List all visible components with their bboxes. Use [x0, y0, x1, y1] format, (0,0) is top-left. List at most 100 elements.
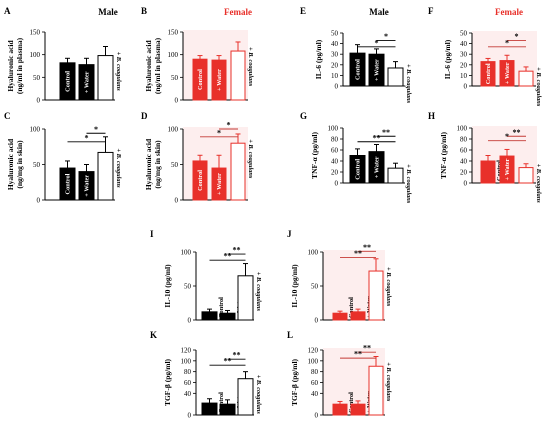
category-label: Control	[65, 71, 72, 92]
category-label: + B. coagulans	[405, 64, 412, 104]
significance-stars: *	[85, 133, 89, 142]
y-axis-label: TGF-β (pg/ml)	[290, 358, 299, 406]
y-tick-label: 80	[311, 368, 319, 376]
y-tick-label: 40	[460, 40, 468, 48]
significance-stars: *	[227, 121, 231, 130]
category-label: + Water	[216, 69, 223, 91]
bar-control	[480, 160, 496, 184]
y-tick-label: 120	[308, 347, 319, 355]
y-tick-label: 0	[335, 180, 339, 188]
category-label: + Water	[84, 175, 91, 197]
panel-f: F Female 0 10 20 30 40 50 IL-6 (pg/ml) Control + W…	[428, 6, 542, 107]
bar-b-coagulans	[237, 275, 254, 321]
y-tick-label: 80	[460, 136, 468, 144]
y-tick-label: 50	[184, 283, 192, 291]
category-label: + Water	[504, 158, 511, 180]
y-axis-label: Hyaluronic acid	[144, 40, 153, 92]
significance-stars: **	[354, 249, 362, 258]
y-axis-label: TNF-α (pg/ml)	[439, 132, 448, 179]
bar-water	[219, 312, 236, 321]
category-label: + B. coagulans	[535, 67, 542, 107]
y-axis-label: IL-10 (pg/ml)	[163, 264, 172, 308]
bar-water	[219, 403, 236, 416]
bar-b-coagulans	[368, 365, 384, 416]
y-tick-label: 20	[331, 169, 339, 177]
y-tick-label: 20	[460, 61, 468, 69]
y-tick-label: 10	[460, 72, 468, 80]
category-label: + Water	[84, 71, 91, 93]
category-label: + B. coagulans	[115, 148, 122, 188]
bar-b-coagulans	[368, 270, 384, 321]
bar-water	[350, 311, 366, 321]
panel-c: C 0 50 100 Hyaluronic acid (ng/mg in skin) Con…	[4, 111, 122, 205]
category-label: + B. coagulans	[535, 164, 542, 204]
significance-stars: *	[515, 32, 519, 41]
category-label: Control	[485, 63, 492, 84]
panel-title: Male	[98, 7, 118, 17]
category-label: Control	[355, 59, 362, 80]
y-axis-label: Hyaluronic acid	[6, 40, 15, 92]
y-tick-label: 30	[331, 51, 339, 59]
significance-stars: **	[363, 344, 371, 353]
y-axis-label: TNF-α (pg/ml)	[310, 132, 319, 179]
bar-b-coagulans	[237, 378, 254, 416]
significance-stars: **	[513, 128, 521, 137]
y-axis-label-line2: (ng/ml in plasma)	[15, 37, 24, 94]
significance-stars: *	[505, 38, 509, 47]
y-axis-label: TGF-β (pg/ml)	[163, 358, 172, 406]
category-label: Control	[65, 173, 72, 194]
y-tick-label: 0	[315, 412, 319, 420]
y-tick-label: 50	[171, 161, 179, 169]
bar-control	[332, 403, 348, 416]
category-label: Control	[197, 170, 204, 191]
bar-b-coagulans	[230, 50, 246, 101]
y-tick-label: 0	[37, 97, 41, 105]
bar-b-coagulans	[387, 167, 404, 184]
panel-e: E Male 0 10 20 30 40 50 IL-6 (pg/ml) Control + Wat…	[300, 6, 412, 104]
panel-label: K	[150, 330, 157, 340]
category-label: + Water	[216, 173, 223, 195]
bar-control	[201, 402, 218, 416]
category-label: Control	[218, 392, 225, 413]
significance-stars: **	[233, 351, 241, 360]
y-tick-label: 0	[188, 317, 192, 325]
y-tick-label: 50	[460, 30, 468, 38]
y-tick-label: 40	[184, 390, 192, 398]
panel-label: J	[287, 229, 292, 239]
y-tick-label: 100	[30, 51, 41, 59]
panel-g: G 0 20 40 60 80 100 TNF-α (pg/ml) Control + Water…	[300, 111, 412, 204]
panel-label: G	[300, 111, 307, 121]
significance-stars: *	[384, 32, 388, 41]
panel-label: H	[428, 111, 435, 121]
y-axis-label: Hyaluronic acid	[6, 138, 15, 190]
bar-b-coagulans	[387, 67, 404, 87]
y-tick-label: 50	[311, 283, 319, 291]
category-label: + B. coagulans	[385, 362, 392, 402]
y-axis-label: IL-6 (pg/ml)	[443, 39, 452, 79]
category-label: Control	[197, 69, 204, 90]
y-tick-label: 100	[308, 249, 319, 257]
y-tick-label: 100	[181, 249, 192, 257]
category-label: + B. coagulans	[405, 164, 412, 204]
bar-b-coagulans	[97, 151, 114, 201]
y-tick-label: 0	[175, 197, 179, 205]
y-tick-label: 20	[460, 169, 468, 177]
bar-b-coagulans	[518, 70, 534, 87]
y-tick-label: 100	[30, 126, 41, 134]
bar-b-coagulans	[97, 55, 114, 101]
y-tick-label: 40	[460, 158, 468, 166]
y-tick-label: 50	[171, 74, 179, 82]
panel-label: B	[141, 6, 147, 16]
y-tick-label: 150	[168, 29, 179, 37]
category-label: Control	[218, 297, 225, 318]
category-label: + B. coagulans	[247, 139, 254, 179]
category-label: + B. coagulans	[247, 47, 254, 87]
y-tick-label: 30	[460, 51, 468, 59]
significance-stars: **	[373, 133, 381, 142]
y-tick-label: 50	[33, 74, 41, 82]
y-tick-label: 100	[457, 125, 468, 133]
